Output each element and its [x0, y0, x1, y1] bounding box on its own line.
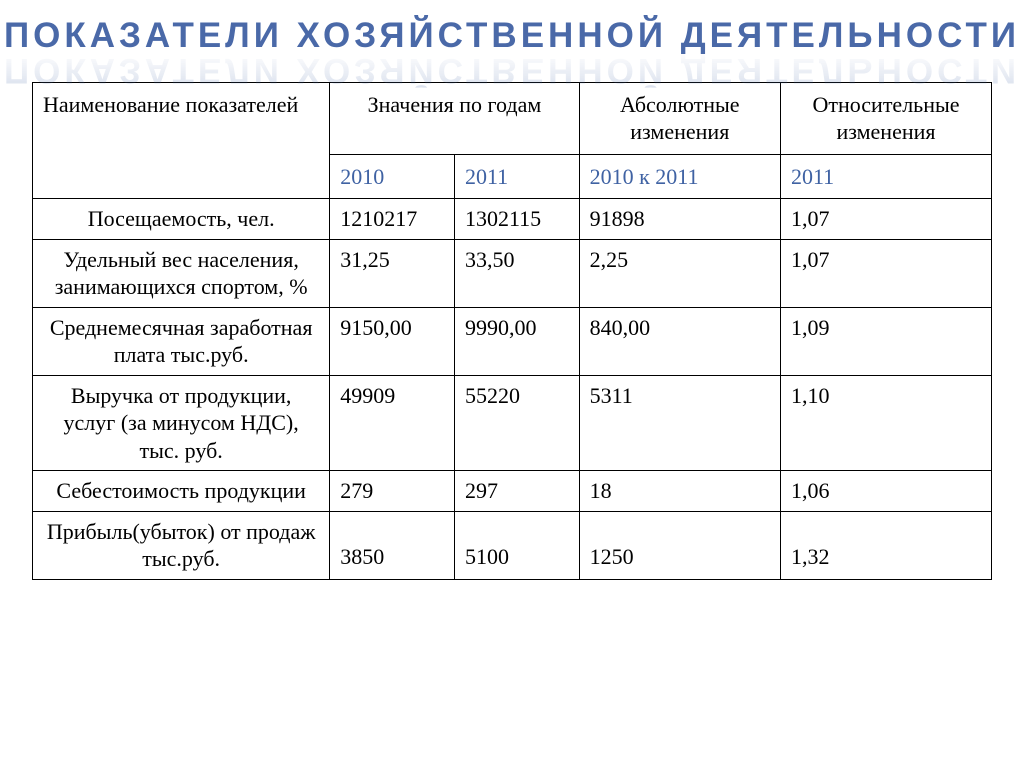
table-row: Посещаемость, чел. 1210217 1302115 91898… [33, 199, 992, 240]
value-cell: 1,07 [780, 239, 991, 307]
subheader-2011: 2011 [454, 154, 579, 199]
value-cell: 2,25 [579, 239, 780, 307]
value-cell: 49909 [330, 375, 455, 471]
value-cell: 1250 [579, 511, 780, 579]
value-cell: 3850 [330, 511, 455, 579]
page-title-reflection: ПОКАЗАТЕЛИ ХОЗЯЙСТВЕННОЙ ДЕЯТЕЛЬНОСТИ [0, 51, 1024, 88]
value-cell: 31,25 [330, 239, 455, 307]
value-cell: 91898 [579, 199, 780, 240]
slide: ПОКАЗАТЕЛИ ХОЗЯЙСТВЕННОЙ ДЕЯТЕЛЬНОСТИ ПО… [0, 0, 1024, 767]
table-wrap: Наименование показателей Значения по год… [0, 82, 1024, 580]
value-cell: 33,50 [454, 239, 579, 307]
value-cell: 279 [330, 471, 455, 512]
value-cell: 5100 [454, 511, 579, 579]
value-cell: 1210217 [330, 199, 455, 240]
col-header-rel: Относительные изменения [780, 82, 991, 154]
table-row: Прибыль(убыток) от продаж тыс.руб. 3850 … [33, 511, 992, 579]
value-cell: 1302115 [454, 199, 579, 240]
page-title: ПОКАЗАТЕЛИ ХОЗЯЙСТВЕННОЙ ДЕЯТЕЛЬНОСТИ [4, 18, 1020, 55]
col-header-name: Наименование показателей [33, 82, 330, 199]
value-cell: 1,09 [780, 307, 991, 375]
table-header-row-1: Наименование показателей Значения по год… [33, 82, 992, 154]
value-cell: 9990,00 [454, 307, 579, 375]
value-cell: 1,32 [780, 511, 991, 579]
table-row: Себестоимость продукции 279 297 18 1,06 [33, 471, 992, 512]
value-cell: 297 [454, 471, 579, 512]
metric-cell: Себестоимость продукции [33, 471, 330, 512]
value-cell: 5311 [579, 375, 780, 471]
table-row: Выручка от продукции, услуг (за минусом … [33, 375, 992, 471]
subheader-abs: 2010 к 2011 [579, 154, 780, 199]
value-cell: 840,00 [579, 307, 780, 375]
value-cell: 55220 [454, 375, 579, 471]
metric-cell: Удельный вес населения, занимающихся спо… [33, 239, 330, 307]
value-cell: 9150,00 [330, 307, 455, 375]
subheader-2010: 2010 [330, 154, 455, 199]
metric-cell: Среднемесячная заработная плата тыс.руб. [33, 307, 330, 375]
value-cell: 1,07 [780, 199, 991, 240]
col-header-abs: Абсолютные изменения [579, 82, 780, 154]
value-cell: 1,10 [780, 375, 991, 471]
table-row: Удельный вес населения, занимающихся спо… [33, 239, 992, 307]
value-cell: 1,06 [780, 471, 991, 512]
title-wrap: ПОКАЗАТЕЛИ ХОЗЯЙСТВЕННОЙ ДЕЯТЕЛЬНОСТИ ПО… [0, 0, 1024, 88]
col-header-values: Значения по годам [330, 82, 579, 154]
table-row: Среднемесячная заработная плата тыс.руб.… [33, 307, 992, 375]
indicators-table: Наименование показателей Значения по год… [32, 82, 992, 580]
value-cell: 18 [579, 471, 780, 512]
metric-cell: Прибыль(убыток) от продаж тыс.руб. [33, 511, 330, 579]
metric-cell: Выручка от продукции, услуг (за минусом … [33, 375, 330, 471]
metric-cell: Посещаемость, чел. [33, 199, 330, 240]
subheader-rel: 2011 [780, 154, 991, 199]
